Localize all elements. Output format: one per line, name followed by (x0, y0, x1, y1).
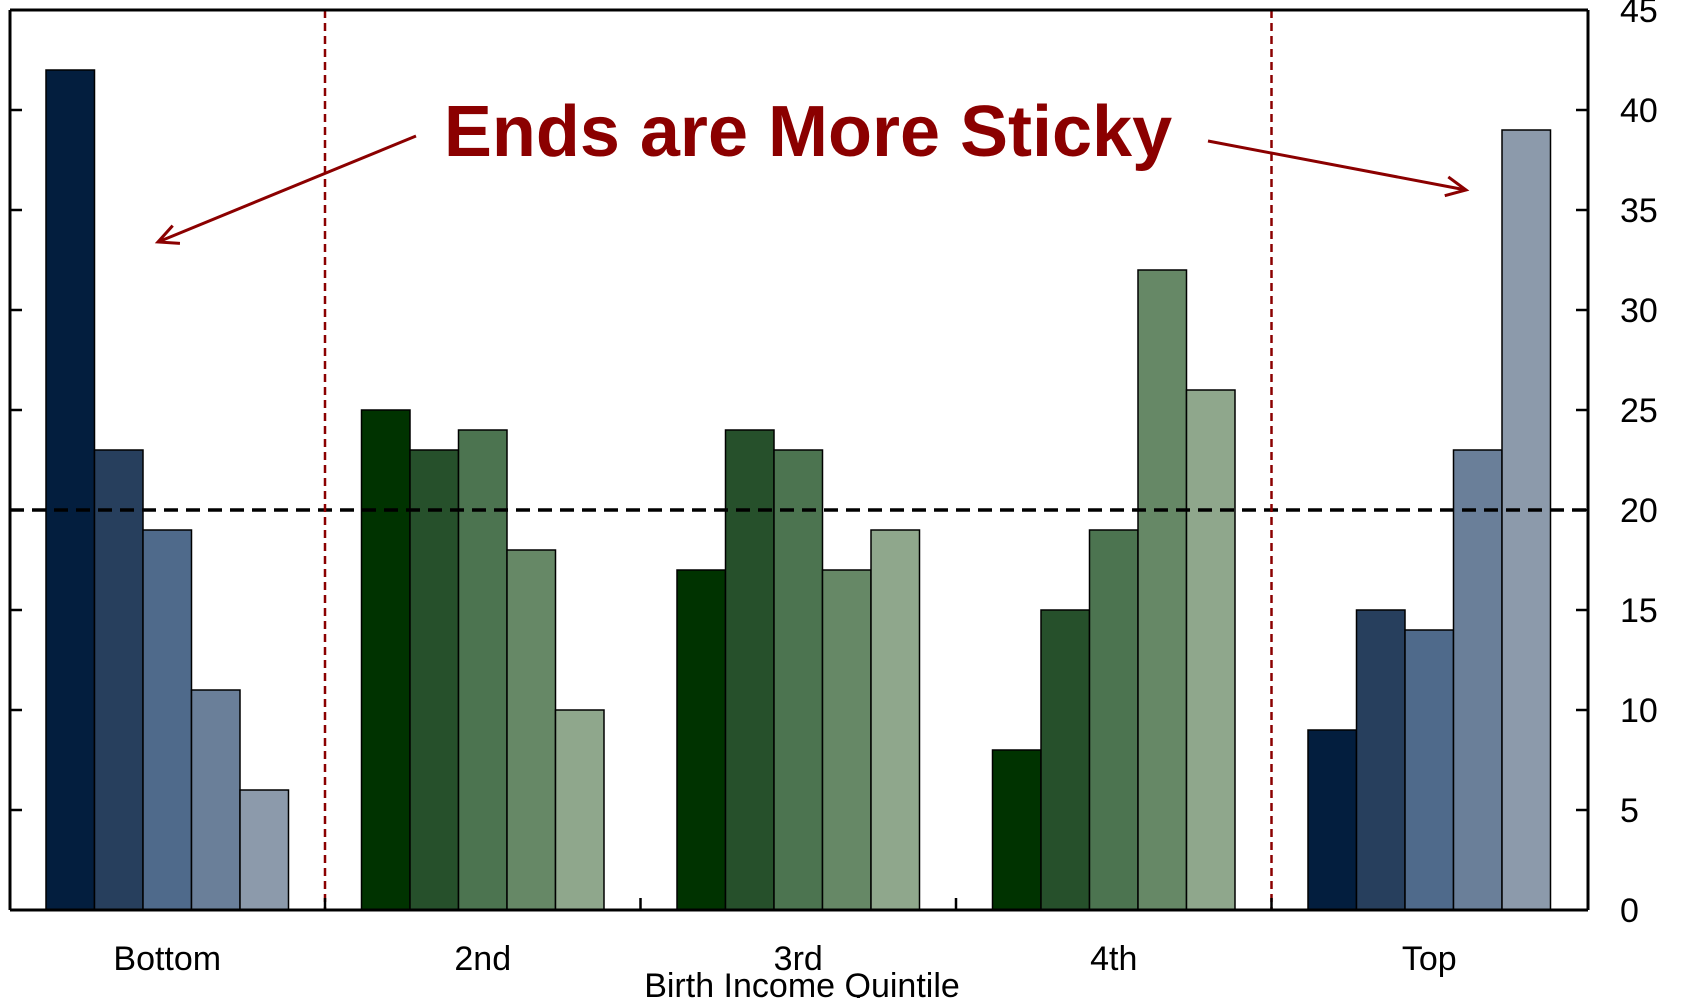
bar-3rd-1 (677, 570, 726, 910)
bar-bottom-4 (192, 690, 241, 910)
y-tick-label-30: 30 (1620, 292, 1658, 330)
bar-bottom-3 (143, 530, 192, 910)
annotation-arrow-left-shaft (158, 136, 416, 242)
y-tick-label-5: 5 (1620, 792, 1639, 830)
bar-2nd-1 (362, 410, 411, 910)
y-tick-label-10: 10 (1620, 692, 1658, 730)
bar-bottom-5 (240, 790, 289, 910)
annotation-arrow-right-shaft (1208, 141, 1466, 190)
y-tick-labels: 0 5 10 15 20 25 30 35 40 45 (1620, 0, 1658, 930)
bar-4th-1 (993, 750, 1042, 910)
bar-top-3 (1405, 630, 1454, 910)
y-tick-label-15: 15 (1620, 592, 1658, 630)
bar-top-5 (1502, 130, 1551, 910)
bar-3rd-4 (823, 570, 872, 910)
x-category-label: Top (1402, 940, 1457, 978)
bar-2nd-3 (459, 430, 508, 910)
bar-bottom-2 (95, 450, 144, 910)
bar-top-2 (1357, 610, 1406, 910)
x-axis-title: Birth Income Quintile (644, 967, 960, 998)
y-tick-label-20: 20 (1620, 492, 1658, 530)
bar-top-4 (1454, 450, 1503, 910)
bar-2nd-2 (410, 450, 459, 910)
bar-4th-3 (1090, 530, 1139, 910)
y-tick-label-40: 40 (1620, 92, 1658, 130)
bar-4th-4 (1138, 270, 1187, 910)
x-category-label: Bottom (113, 940, 221, 978)
bar-2nd-4 (507, 550, 556, 910)
x-category-label: 2nd (454, 940, 511, 978)
y-tick-label-35: 35 (1620, 192, 1658, 230)
bar-3rd-2 (726, 430, 775, 910)
annotation-text: Ends are More Sticky (444, 92, 1172, 172)
bar-3rd-5 (871, 530, 920, 910)
y-tick-label-0: 0 (1620, 892, 1639, 930)
annotation-layer: Ends are More Sticky (158, 92, 1466, 243)
bar-top-1 (1308, 730, 1357, 910)
bar-bottom-1 (46, 70, 95, 910)
bar-4th-5 (1187, 390, 1236, 910)
bar-3rd-3 (774, 450, 823, 910)
bar-4th-2 (1041, 610, 1090, 910)
y-tick-label-45: 45 (1620, 0, 1658, 30)
x-category-label: 4th (1090, 940, 1137, 978)
bar-2nd-5 (556, 710, 605, 910)
y-tick-label-25: 25 (1620, 392, 1658, 430)
